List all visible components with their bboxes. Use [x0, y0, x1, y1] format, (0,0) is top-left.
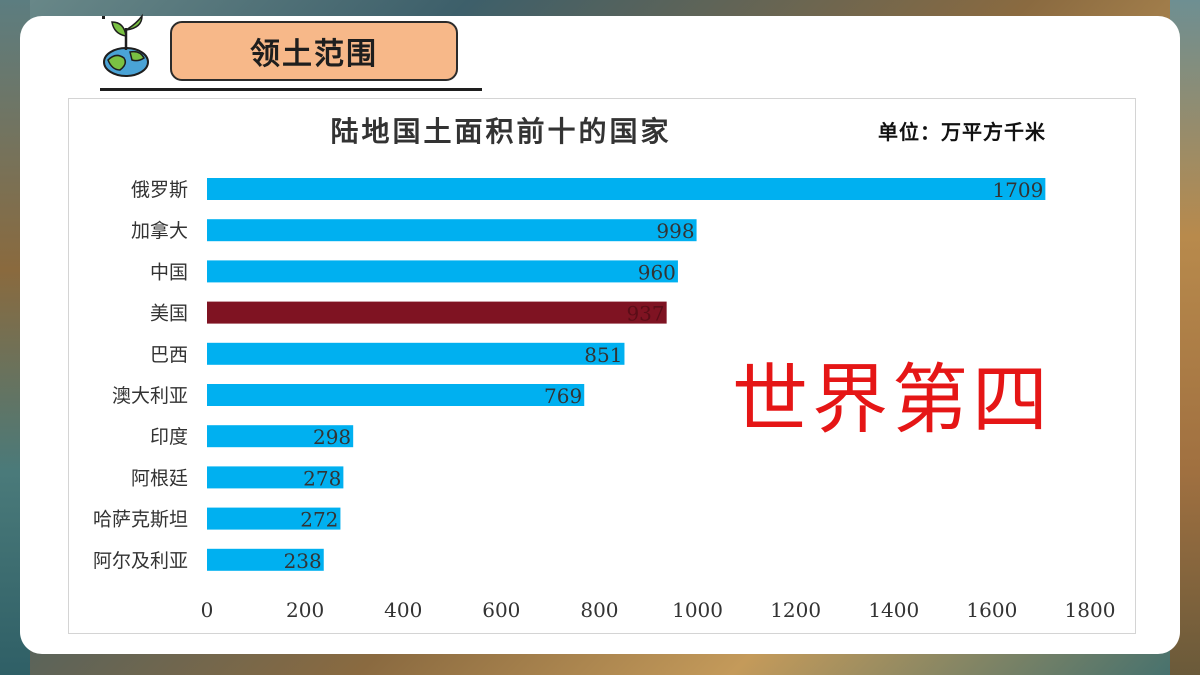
section-title: 领土范围: [170, 21, 458, 81]
bar-4: [207, 342, 625, 365]
data-label-9: 238: [284, 549, 322, 573]
x-tick-8: 1600: [966, 598, 1017, 622]
data-label-8: 272: [300, 508, 338, 532]
data-label-0: 1709: [992, 178, 1043, 202]
plant-globe-icon: [102, 13, 149, 77]
data-label-2: 960: [638, 260, 676, 284]
x-tick-1: 200: [286, 598, 324, 622]
category-label-0: 俄罗斯: [131, 179, 188, 201]
x-tick-6: 1200: [770, 598, 821, 622]
bar-8: [207, 507, 341, 530]
bar-5: [207, 384, 585, 406]
data-label-7: 278: [303, 466, 341, 490]
data-label-1: 998: [656, 219, 694, 243]
x-tick-3: 600: [482, 598, 520, 622]
world-fourth-annotation: 世界第四: [732, 355, 1052, 444]
x-tick-4: 800: [580, 598, 618, 622]
data-label-4: 851: [584, 343, 622, 367]
category-label-5: 澳大利亚: [112, 385, 188, 407]
title-underline: [100, 88, 482, 91]
category-label-9: 阿尔及利亚: [93, 550, 188, 572]
bar-6: [207, 425, 354, 448]
x-tick-0: 0: [201, 598, 214, 622]
unit-label: 单位：万平方千米: [878, 120, 1046, 144]
bar-1: [207, 219, 697, 242]
category-label-2: 中国: [150, 261, 188, 283]
bar-9: [207, 548, 324, 571]
category-label-4: 巴西: [150, 344, 188, 366]
x-tick-9: 1800: [1065, 598, 1116, 622]
bar-3: [207, 301, 667, 324]
data-label-6: 298: [313, 425, 351, 449]
category-label-6: 印度: [150, 426, 188, 448]
x-tick-5: 1000: [672, 598, 723, 622]
bar-0: [207, 178, 1046, 200]
data-label-5: 769: [544, 384, 582, 408]
x-tick-7: 1400: [868, 598, 919, 622]
bar-7: [207, 466, 344, 489]
data-label-3: 937: [626, 302, 664, 326]
x-tick-2: 400: [384, 598, 422, 622]
category-label-1: 加拿大: [131, 219, 188, 242]
category-label-8: 哈萨克斯坦: [93, 509, 188, 531]
category-label-7: 阿根廷: [131, 467, 188, 489]
chart-title: 陆地国土面积前十的国家: [330, 115, 672, 148]
category-label-3: 美国: [150, 303, 188, 325]
bar-2: [207, 260, 678, 283]
